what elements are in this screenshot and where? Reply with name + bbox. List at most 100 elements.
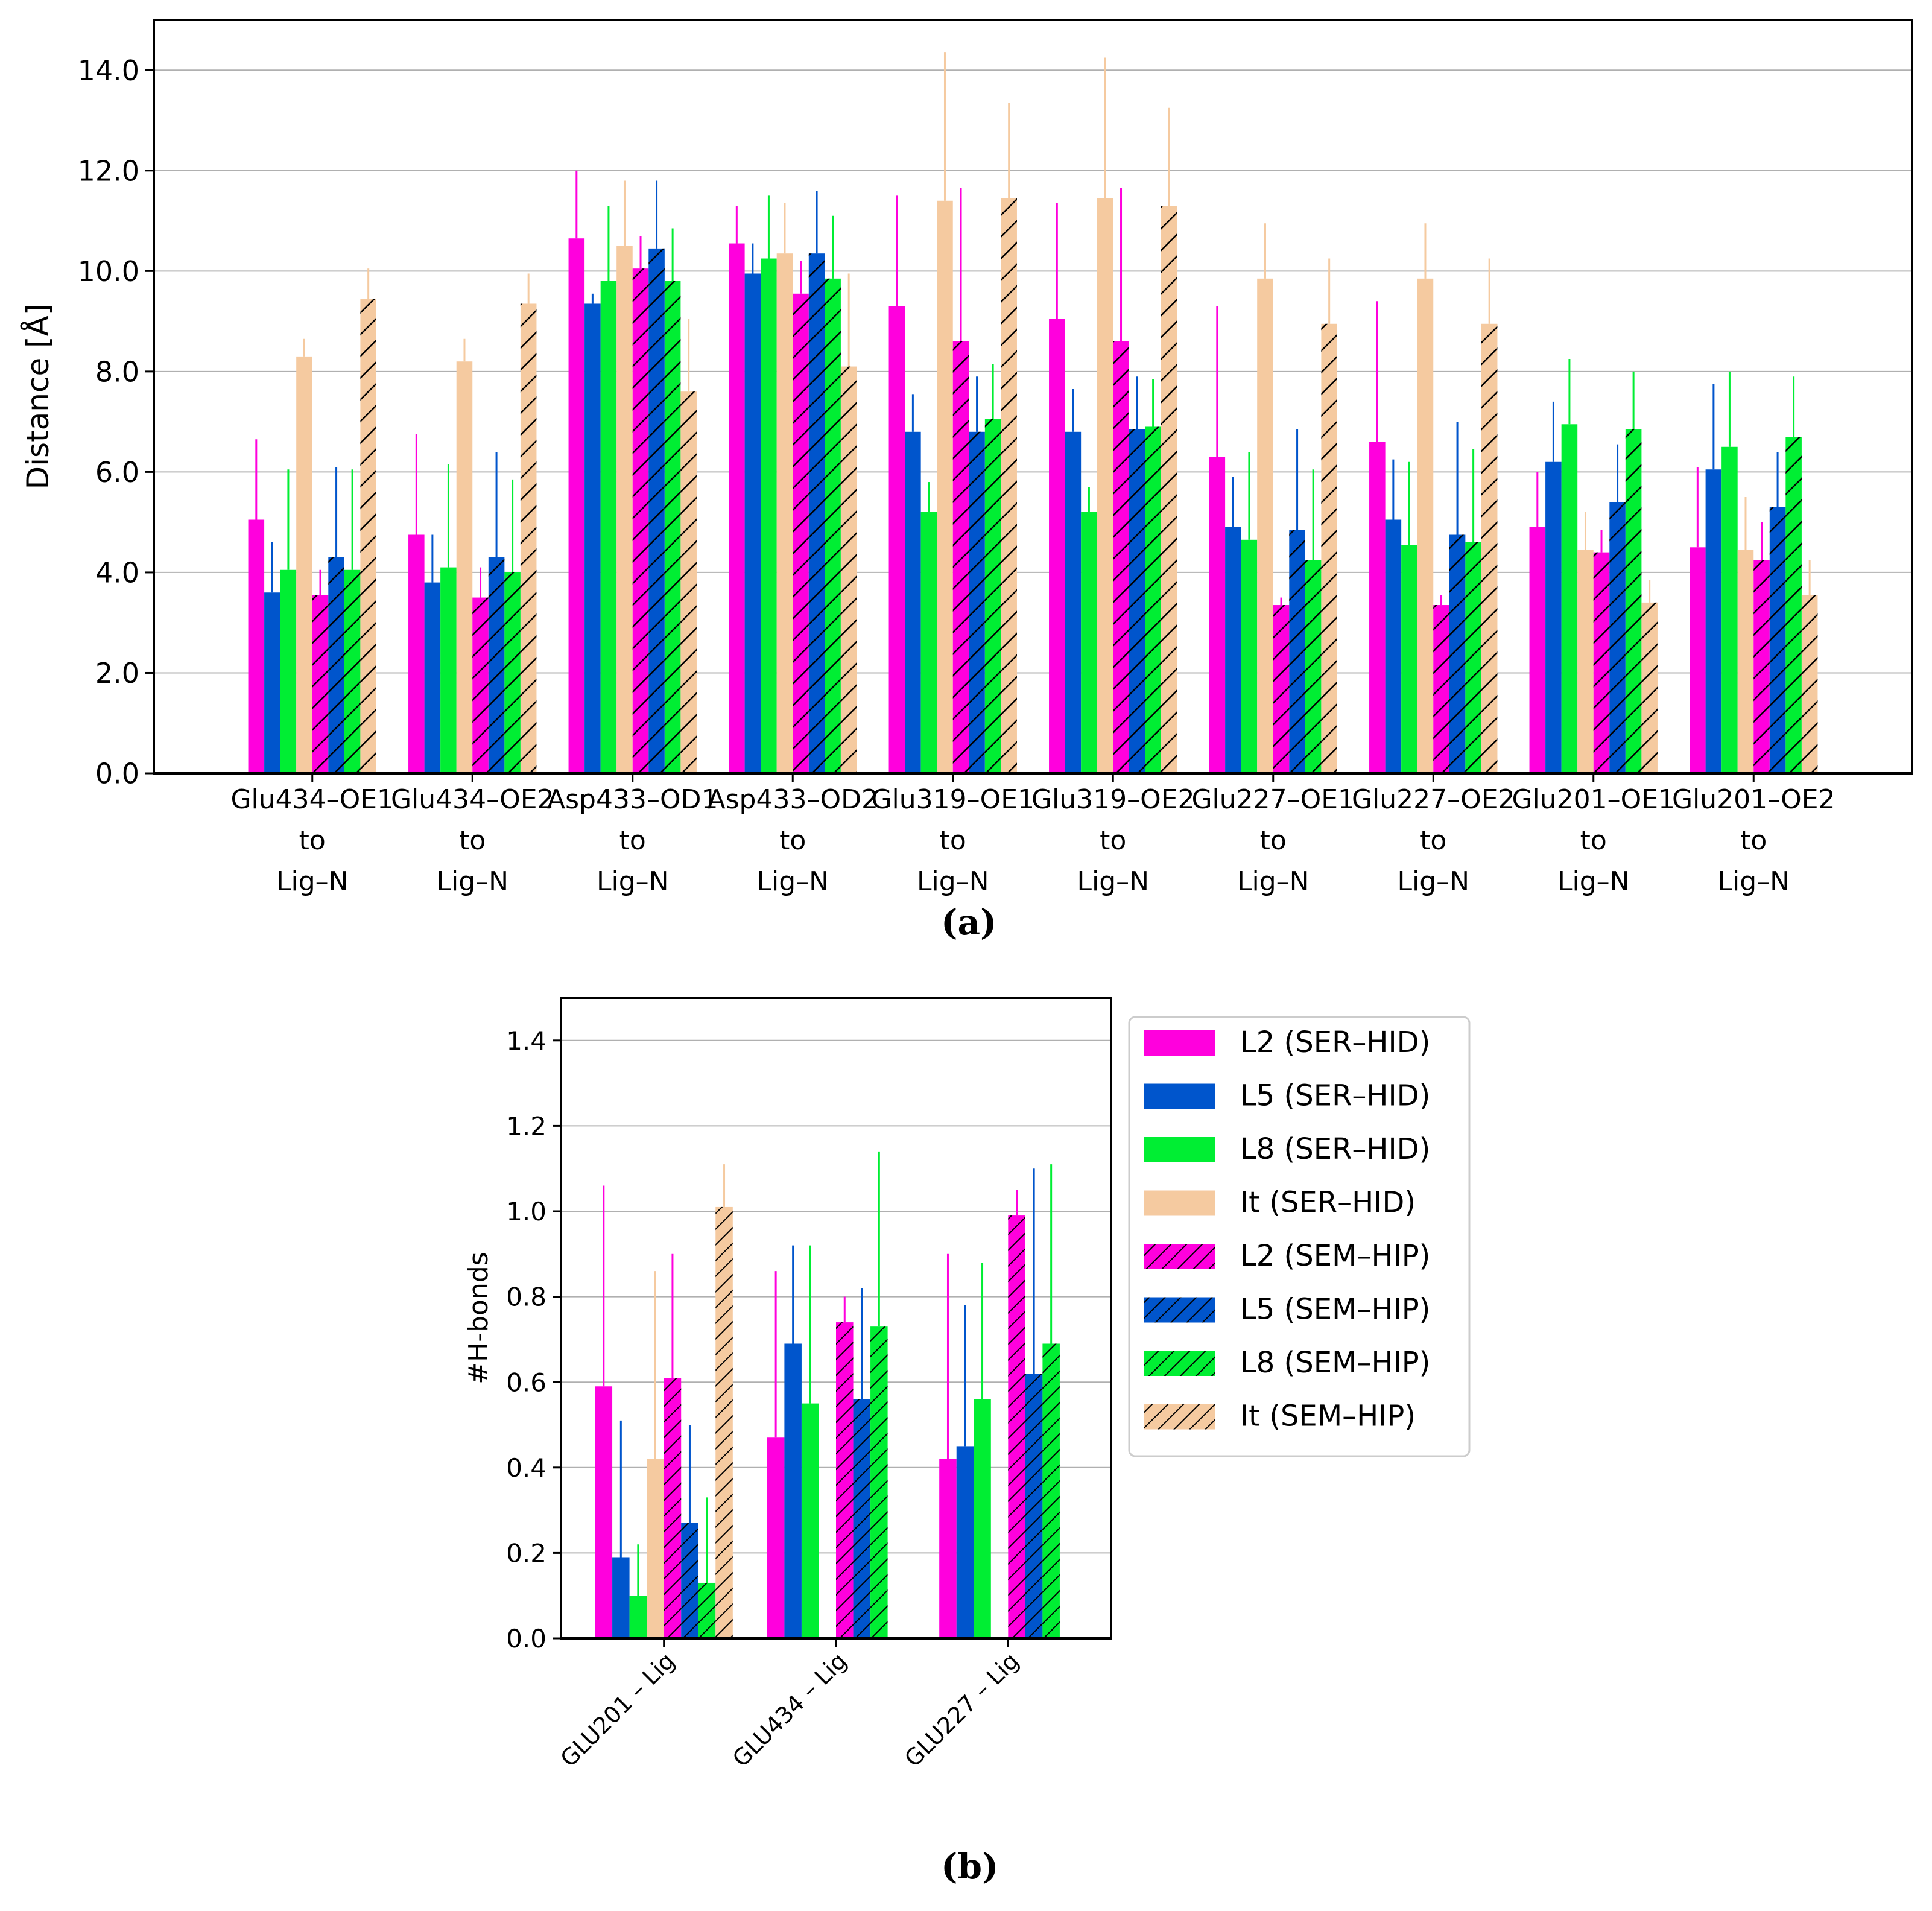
- bar-hatch: [808, 253, 825, 773]
- x-tick-label: Glu227–OE2: [1352, 784, 1515, 815]
- bar: [1257, 278, 1273, 773]
- x-tick-label: Lig–N: [1717, 866, 1790, 897]
- x-tick-label: to: [940, 825, 966, 856]
- y-tick-label: 10.0: [78, 255, 139, 288]
- plot-frame: [560, 997, 1112, 1640]
- x-tick-label: GLU434 – Lig: [727, 1647, 852, 1772]
- bar-hatch: [1113, 341, 1129, 773]
- legend: L2 (SER–HID) L5 (SER–HID) L8 (SER–HID) It (…: [1128, 1016, 1471, 1457]
- bar: [568, 238, 585, 774]
- bar: [629, 1596, 647, 1638]
- bar: [1577, 550, 1594, 773]
- panel-label-a: (a): [941, 902, 997, 943]
- bar-hatch: [1305, 560, 1322, 773]
- y-tick-label: 0.6: [506, 1367, 546, 1397]
- bar: [600, 280, 617, 773]
- y-tick-label: 0.0: [95, 758, 139, 790]
- bar: [280, 569, 297, 773]
- x-tick-label: to: [1740, 825, 1767, 856]
- legend-entry-label: L8 (SER–HID): [1240, 1132, 1430, 1166]
- x-tick-label: Lig–N: [276, 866, 349, 897]
- x-tick-label: Glu227–OE1: [1191, 784, 1355, 815]
- bar-hatch: [632, 268, 649, 773]
- bar: [296, 356, 312, 773]
- bar: [1737, 550, 1754, 773]
- bar-hatch: [504, 572, 521, 773]
- x-tick-label: Lig–N: [436, 866, 508, 897]
- x-tick-label: Asp433–OD1: [547, 784, 718, 815]
- bar-hatch: [825, 278, 841, 773]
- x-tick-label: Glu434–OE1: [230, 784, 394, 815]
- bar-hatch: [1042, 1343, 1060, 1638]
- bar: [1049, 318, 1065, 773]
- bar: [1385, 519, 1402, 773]
- legend-entry-label: L2 (SEM–HIP): [1240, 1239, 1430, 1273]
- bar-hatch: [312, 595, 329, 773]
- bar-hatch: [1449, 534, 1466, 773]
- bar-hatch: [520, 303, 537, 773]
- bar-hatch: [952, 341, 969, 773]
- panel-label-b: (b): [941, 1846, 999, 1887]
- bar-hatch: [1145, 426, 1161, 773]
- x-tick-label: to: [1100, 825, 1126, 856]
- bar: [937, 200, 953, 773]
- x-tick-label: Lig–N: [597, 866, 669, 897]
- x-tick-label: Glu434–OE2: [391, 784, 554, 815]
- legend-swatch-hatch: [1144, 1351, 1215, 1376]
- bar: [1209, 457, 1226, 773]
- legend-swatch: [1144, 1083, 1215, 1109]
- y-tick-label: 0.0: [506, 1624, 546, 1653]
- bar: [1705, 469, 1722, 773]
- y-tick-label: 6.0: [95, 456, 139, 489]
- bar-hatch: [1001, 198, 1017, 773]
- y-tick-label: 14.0: [78, 54, 139, 87]
- legend-swatch-hatch: [1144, 1404, 1215, 1430]
- bar-hatch: [1609, 502, 1626, 773]
- bar-hatch: [344, 569, 361, 773]
- legend-entry-label: It (SER–HID): [1240, 1186, 1416, 1220]
- x-tick-label: to: [459, 825, 486, 856]
- bar: [974, 1399, 991, 1638]
- bar: [1690, 547, 1706, 773]
- bar: [647, 1459, 664, 1638]
- bar-hatch: [1801, 595, 1818, 773]
- legend-frame: [1128, 1016, 1471, 1457]
- y-tick-label: 1.4: [506, 1026, 546, 1056]
- bar: [616, 246, 633, 773]
- bar: [595, 1386, 613, 1638]
- bar: [1417, 278, 1434, 773]
- x-tick-label: Glu319–OE2: [1031, 784, 1195, 815]
- bar: [956, 1446, 974, 1638]
- x-tick-label: Lig–N: [756, 866, 829, 897]
- bar: [784, 1343, 802, 1638]
- bar: [767, 1437, 785, 1638]
- bar-hatch: [793, 293, 809, 773]
- x-tick-label: Glu201–OE2: [1672, 784, 1835, 815]
- bar-hatch: [1025, 1374, 1043, 1638]
- bar-hatch: [1625, 429, 1642, 773]
- y-tick-label: 4.0: [95, 556, 139, 589]
- bar: [905, 431, 921, 773]
- x-tick-label: to: [299, 825, 326, 856]
- distance-chart: 0.0 2.0 4.0 6.0 8.0 10.0 12.0 14.0 Distance [Å] G…: [21, 19, 1913, 897]
- bar: [729, 243, 745, 774]
- bar-hatch: [836, 1322, 854, 1638]
- x-tick-label: Lig–N: [1397, 866, 1469, 897]
- bar: [1097, 198, 1113, 773]
- bar-hatch: [328, 557, 344, 773]
- x-tick-label: Glu319–OE1: [871, 784, 1034, 815]
- x-tick-label: to: [779, 825, 806, 856]
- bar-hatch: [1289, 530, 1305, 773]
- bar-hatch: [698, 1582, 716, 1638]
- bar-hatch: [1753, 560, 1770, 773]
- legend-entry-label: L5 (SER–HID): [1240, 1079, 1430, 1113]
- bar: [424, 582, 441, 773]
- bar-hatch: [969, 431, 985, 773]
- bar: [920, 512, 937, 773]
- bar-hatch: [1785, 437, 1802, 773]
- x-tick-label: GLU201 – Lig: [556, 1647, 680, 1772]
- bar: [1721, 446, 1738, 773]
- bar-hatch: [681, 1523, 698, 1638]
- legend-swatch: [1144, 1137, 1215, 1162]
